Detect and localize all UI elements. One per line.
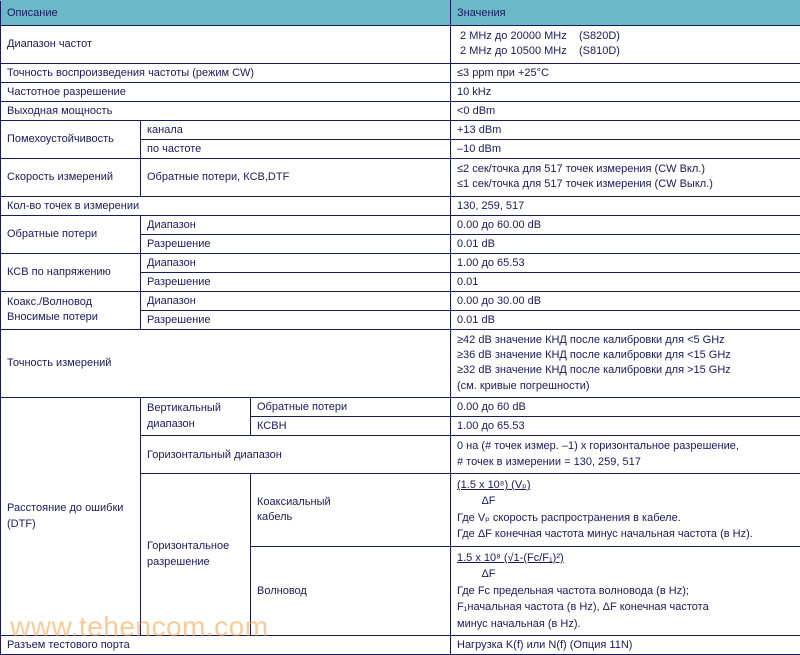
vswr-range-value: 1.00 до 65.53 — [451, 253, 800, 272]
dtf-vr-vswr-label: КСВН — [251, 417, 451, 436]
dtf-vr-vswr-value: 1.00 до 65.53 — [451, 417, 800, 436]
freq-resolution-label: Частотное разрешение — [1, 82, 451, 101]
test-port-value: Нагрузка K(f) или N(f) (Опция 11N) — [451, 636, 800, 655]
output-power-label: Выходная мощность — [1, 101, 451, 120]
vswr-res-value: 0.01 — [451, 272, 800, 291]
test-port-label: Разъем тестового порта — [1, 636, 451, 655]
meas-accuracy-value: ≥42 dB значение КНД после калибровки для… — [451, 329, 800, 398]
immunity-freq-label: по частоте — [141, 139, 451, 158]
vswr-label: КСВ по напряжению — [1, 253, 141, 291]
return-loss-res-label: Разрешение — [141, 234, 451, 253]
immunity-channel-label: канала — [141, 120, 451, 139]
return-loss-range-label: Диапазон — [141, 215, 451, 234]
coax-formula-denom: ΔF — [481, 495, 495, 507]
dtf-coax-cable-label: Коаксиальный кабель — [251, 473, 451, 546]
num-points-value: 130, 259, 517 — [451, 196, 800, 215]
header-values: Значения — [451, 1, 800, 26]
row-test-port: Разъем тестового порта Нагрузка K(f) или… — [1, 636, 800, 655]
row-coax-range: Коакс./Волновод Вносимые потери Диапазон… — [1, 291, 800, 310]
immunity-label: Помехоустойчивость — [1, 120, 141, 158]
row-dtf-vr-rl: Расстояние до ошибки (DTF) Вертикальный … — [1, 398, 800, 417]
row-freq-resolution: Частотное разрешение 10 kHz — [1, 82, 800, 101]
row-output-power: Выходная мощность <0 dBm — [1, 101, 800, 120]
row-freq-accuracy: Точность воспроизведения частоты (режим … — [1, 63, 800, 82]
meas-speed-label: Скорость измерений — [1, 158, 141, 196]
waveguide-formula-num: 1.5 x 10⁸ (√1-(Fc/F₁)²) — [457, 552, 564, 564]
vswr-res-label: Разрешение — [141, 272, 451, 291]
row-immunity-channel: Помехоустойчивость канала +13 dBm — [1, 120, 800, 139]
dtf-horiz-res-label: Горизонтальное разрешение — [141, 473, 251, 636]
row-meas-accuracy: Точность измерений ≥42 dB значение КНД п… — [1, 329, 800, 398]
dtf-vert-range-label: Вертикальный диапазон — [141, 398, 251, 436]
freq-accuracy-value: ≤3 ppm при +25°C — [451, 63, 800, 82]
return-loss-range-value: 0.00 до 60.00 dB — [451, 215, 800, 234]
row-return-loss-range: Обратные потери Диапазон 0.00 до 60.00 d… — [1, 215, 800, 234]
coax-range-label: Диапазон — [141, 291, 451, 310]
coax-range-value: 0.00 до 30.00 dB — [451, 291, 800, 310]
dtf-vr-rl-label: Обратные потери — [251, 398, 451, 417]
dtf-coax-cable-value: (1.5 x 10⁸) (Vₚ) ΔF Где Vₚ скорость расп… — [451, 473, 800, 546]
freq-resolution-value: 10 kHz — [451, 82, 800, 101]
dtf-vr-rl-value: 0.00 до 60 dB — [451, 398, 800, 417]
return-loss-label: Обратные потери — [1, 215, 141, 253]
meas-speed-value: ≤2 сек/точка для 517 точек измерения (CW… — [451, 158, 800, 196]
immunity-channel-value: +13 dBm — [451, 120, 800, 139]
table-header-row: Описание Значения — [1, 1, 800, 26]
vswr-range-label: Диапазон — [141, 253, 451, 272]
coax-formula-num: (1.5 x 10⁸) (Vₚ) — [457, 479, 531, 491]
waveguide-formula-note: Где Fc предельная частота волновода (в H… — [457, 585, 709, 630]
coax-label: Коакс./Волновод Вносимые потери — [1, 291, 141, 329]
dtf-label: Расстояние до ошибки (DTF) — [1, 398, 141, 636]
meas-accuracy-label: Точность измерений — [1, 329, 451, 398]
row-meas-speed: Скорость измерений Обратные потери, КСВ,… — [1, 158, 800, 196]
waveguide-formula-denom: ΔF — [481, 568, 495, 580]
coax-formula-note: Где Vₚ скорость распространения в кабеле… — [457, 512, 753, 541]
dtf-waveguide-value: 1.5 x 10⁸ (√1-(Fc/F₁)²) ΔF Где Fc предел… — [451, 546, 800, 636]
dtf-waveguide-label: Волновод — [251, 546, 451, 636]
output-power-value: <0 dBm — [451, 101, 800, 120]
dtf-horiz-range-label: Горизонтальный диапазон — [141, 436, 451, 474]
num-points-label: Кол-во точек в измерении — [1, 196, 451, 215]
coax-res-value: 0.01 dB — [451, 310, 800, 329]
row-vswr-range: КСВ по напряжению Диапазон 1.00 до 65.53 — [1, 253, 800, 272]
row-freq-range: Диапазон частот 2 MHz до 20000 MHz (S820… — [1, 26, 800, 64]
immunity-freq-value: –10 dBm — [451, 139, 800, 158]
freq-accuracy-label: Точность воспроизведения частоты (режим … — [1, 63, 451, 82]
spec-table: Описание Значения Диапазон частот 2 MHz … — [0, 0, 800, 655]
freq-range-label: Диапазон частот — [1, 26, 451, 64]
row-num-points: Кол-во точек в измерении 130, 259, 517 — [1, 196, 800, 215]
coax-res-label: Разрешение — [141, 310, 451, 329]
freq-range-value: 2 MHz до 20000 MHz (S820D) 2 MHz до 1050… — [451, 26, 800, 64]
header-description: Описание — [1, 1, 451, 26]
meas-speed-sublabel: Обратные потери, КСВ,DTF — [141, 158, 451, 196]
dtf-horiz-range-value: 0 на (# точек измер. –1) x горизонтально… — [451, 436, 800, 474]
return-loss-res-value: 0.01 dB — [451, 234, 800, 253]
